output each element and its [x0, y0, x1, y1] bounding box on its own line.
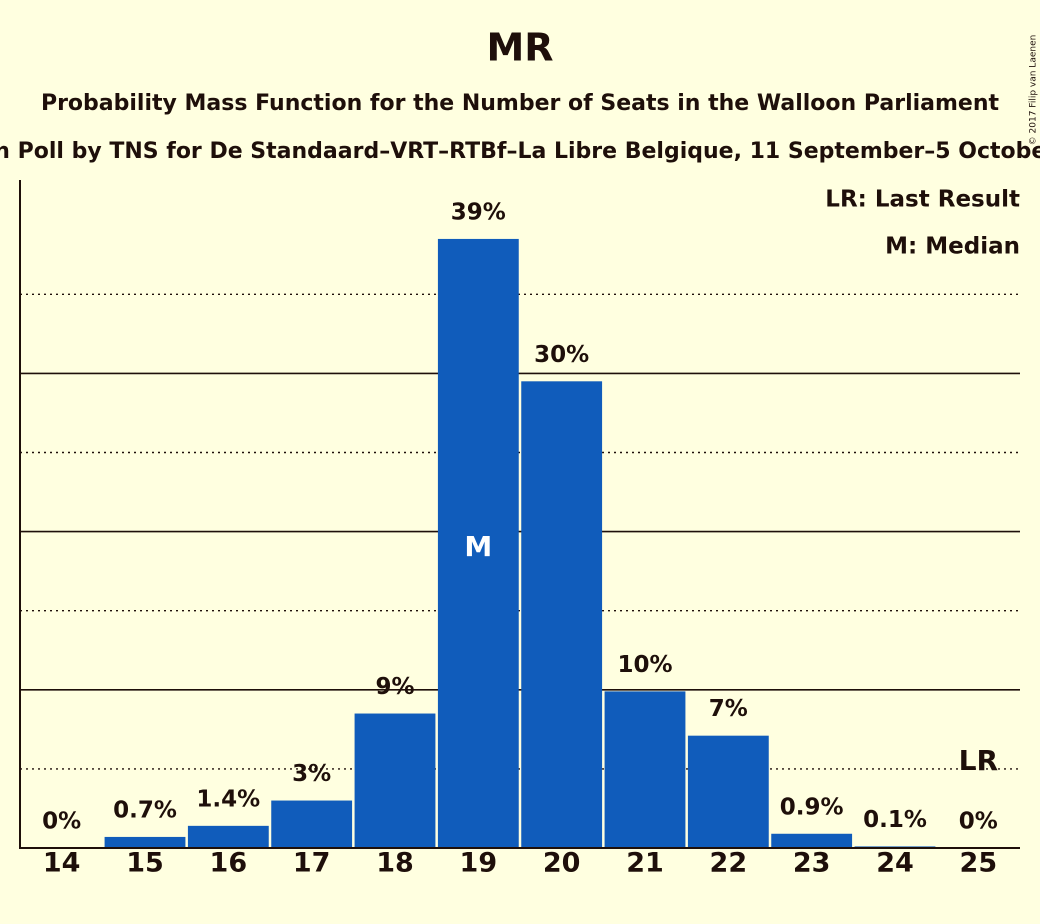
x-tick-label: 15	[126, 848, 164, 879]
data-label: 0.7%	[113, 797, 177, 823]
x-tick-label: 23	[793, 848, 831, 879]
bar	[604, 691, 686, 848]
data-label: 0%	[42, 809, 81, 835]
x-tick-label: 20	[543, 848, 581, 879]
bar	[187, 825, 269, 848]
bar	[354, 713, 436, 848]
x-tick-label: 14	[43, 848, 81, 879]
bar	[104, 836, 186, 848]
median-marker: M	[464, 530, 492, 563]
data-label: 0.9%	[780, 794, 844, 820]
data-label: 0.1%	[863, 807, 927, 833]
chart-subtitle: Opinion Poll by TNS for De Standaard–VRT…	[0, 139, 1040, 164]
bar	[271, 800, 353, 848]
data-label: 0%	[959, 809, 998, 835]
x-tick-label: 21	[626, 848, 664, 879]
data-label: 9%	[375, 674, 414, 700]
data-label: 3%	[292, 761, 331, 787]
data-label: 1.4%	[196, 786, 260, 812]
data-label: 10%	[617, 652, 672, 678]
x-tick-label: 18	[376, 848, 414, 879]
last-result-marker: LR	[959, 744, 998, 777]
grid	[20, 293, 1020, 770]
chart-title: MR	[486, 26, 553, 70]
x-tick-label: 24	[876, 848, 914, 879]
data-label: 7%	[709, 696, 748, 722]
legend-entry: LR: Last Result	[825, 187, 1020, 213]
bars	[104, 238, 936, 848]
x-tick-label: 17	[293, 848, 331, 879]
x-tick-label: 25	[960, 848, 998, 879]
data-label: 30%	[534, 342, 589, 368]
bar	[437, 238, 519, 848]
x-tick-label: 16	[210, 848, 248, 879]
chart-subtitle: Probability Mass Function for the Number…	[41, 91, 1000, 116]
data-label: 39%	[451, 199, 506, 225]
copyright: © 2017 Filip van Laenen	[1029, 35, 1039, 146]
bar	[771, 833, 853, 848]
x-tick-label: 22	[710, 848, 748, 879]
bar	[687, 735, 769, 848]
x-tick-label: 19	[460, 848, 498, 879]
bar	[521, 381, 603, 848]
legend-entry: M: Median	[885, 234, 1020, 260]
